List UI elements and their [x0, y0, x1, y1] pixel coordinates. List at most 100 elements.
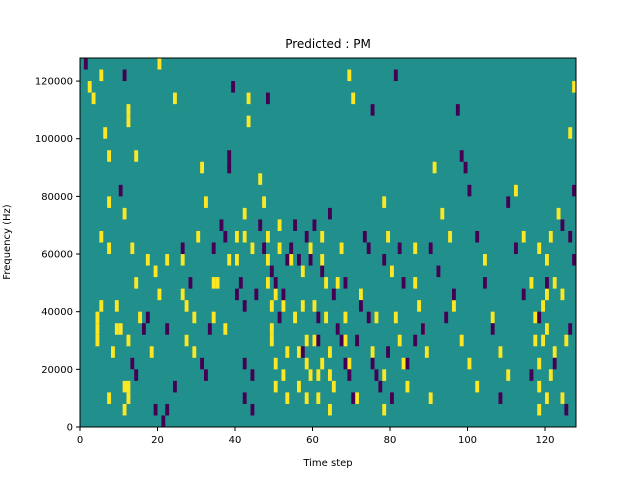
y-axis-title: Frequency (Hz)	[2, 204, 13, 280]
heatmap-cell-low	[514, 242, 518, 255]
heatmap-cell-high	[277, 242, 282, 255]
heatmap-cell-high	[386, 230, 391, 243]
heatmap-cell-low	[134, 369, 139, 381]
heatmap-cell-high	[285, 392, 290, 404]
plot-area	[79, 57, 577, 428]
heatmap-cell-high	[157, 288, 162, 301]
heatmap-cell-high	[328, 369, 332, 381]
heatmap-cell-low	[545, 277, 549, 289]
heatmap-cell-high	[490, 311, 495, 324]
heatmap-cell-low	[273, 277, 278, 289]
heatmap-cell-high	[537, 403, 542, 416]
heatmap-cell-low	[227, 161, 232, 174]
heatmap-cell-low	[219, 219, 224, 231]
heatmap-cell-low	[552, 357, 557, 370]
heatmap-cell-low	[428, 242, 433, 255]
heatmap-cell-low	[258, 219, 263, 231]
heatmap-background	[80, 58, 576, 427]
heatmap-cell-low	[397, 242, 402, 255]
heatmap-cell-high	[114, 300, 119, 312]
heatmap-cell-high	[107, 150, 112, 162]
y-tick-label: 100000	[35, 134, 73, 145]
heatmap-cell-high	[382, 196, 387, 208]
heatmap-cell-high	[300, 300, 305, 312]
heatmap-cell-high	[246, 115, 251, 128]
heatmap-cell-low	[227, 150, 232, 162]
heatmap-cell-high	[548, 369, 553, 381]
x-tick-label: 80	[384, 435, 397, 446]
heatmap-cell-high	[331, 380, 336, 393]
heatmap-cell-low	[405, 357, 410, 370]
heatmap-cell-low	[401, 277, 406, 289]
heatmap-cell-high	[281, 369, 286, 381]
x-tick-label: 0	[77, 435, 83, 446]
heatmap-cell-low	[370, 104, 375, 116]
heatmap-cell-low	[343, 357, 348, 370]
heatmap-cell-high	[343, 311, 348, 324]
heatmap-cell-low	[130, 357, 135, 370]
heatmap-cell-high	[459, 334, 464, 347]
x-tick-label: 60	[306, 435, 319, 446]
heatmap-cell-high	[401, 357, 406, 370]
heatmap-cell-high	[95, 323, 100, 335]
heatmap-cell-high	[568, 127, 573, 139]
heatmap-cell-high	[541, 334, 546, 347]
heatmap-cell-high	[114, 323, 119, 335]
heatmap-cell-high	[467, 357, 472, 370]
heatmap-cell-low	[370, 357, 375, 370]
heatmap-cell-high	[545, 254, 549, 266]
heatmap-cell-low	[83, 58, 88, 70]
heatmap-cell-low	[393, 69, 398, 82]
heatmap-cell-low	[173, 380, 177, 393]
plot-frame	[79, 57, 577, 428]
heatmap-cell-high	[130, 242, 135, 255]
heatmap-cell-high	[382, 403, 387, 416]
heatmap-cell-high	[107, 242, 112, 255]
heatmap-cell-high	[107, 196, 112, 208]
heatmap-cell-high	[87, 81, 92, 93]
heatmap-cell-high	[126, 334, 131, 347]
x-axis-title: Time step	[302, 458, 352, 469]
heatmap-cell-high	[99, 300, 104, 312]
x-axis: 0 20 40 60 80 100 120	[77, 427, 555, 446]
heatmap-cell-high	[266, 230, 270, 243]
heatmap-cell-low	[366, 311, 371, 324]
heatmap-cell-low	[250, 369, 255, 381]
heatmap-cell-low	[572, 184, 577, 197]
heatmap-cell-high	[165, 254, 170, 266]
heatmap-cell-low	[463, 161, 468, 174]
heatmap-cell-low	[537, 311, 542, 324]
heatmap-cell-high	[281, 300, 286, 312]
heatmap-cell-high	[99, 69, 104, 82]
heatmap-cell-low	[269, 265, 274, 278]
heatmap-cell-low	[254, 288, 259, 301]
heatmap-cell-low	[331, 288, 336, 301]
heatmap-cell-low	[362, 230, 367, 243]
heatmap-cell-high	[211, 277, 216, 289]
heatmap-cell-high	[475, 380, 480, 393]
heatmap-cell-low	[242, 357, 247, 370]
heatmap-cell-low	[498, 392, 503, 404]
heatmap-cell-high	[293, 311, 298, 324]
heatmap-cell-high	[370, 346, 375, 358]
heatmap-cell-high	[390, 265, 394, 278]
heatmap-cell-high	[393, 311, 398, 324]
heatmap-cell-low	[483, 277, 487, 289]
heatmap-cell-high	[424, 346, 429, 358]
heatmap-cell-high	[339, 242, 344, 255]
heatmap-cell-low	[386, 346, 391, 358]
heatmap-cell-high	[99, 230, 104, 243]
heatmap-cell-high	[324, 277, 329, 289]
heatmap-cell-high	[483, 254, 487, 266]
heatmap-cell-low	[560, 219, 565, 231]
heatmap-cell-high	[514, 184, 518, 197]
heatmap-cell-high	[91, 92, 96, 105]
heatmap-cell-low	[366, 242, 371, 255]
heatmap-cell-low	[355, 334, 360, 347]
heatmap-cell-low	[285, 254, 290, 266]
heatmap-cell-low	[165, 323, 170, 335]
heatmap-cell-high	[537, 242, 542, 255]
heatmap-cell-high	[95, 311, 100, 324]
heatmap-cell-high	[297, 346, 301, 358]
